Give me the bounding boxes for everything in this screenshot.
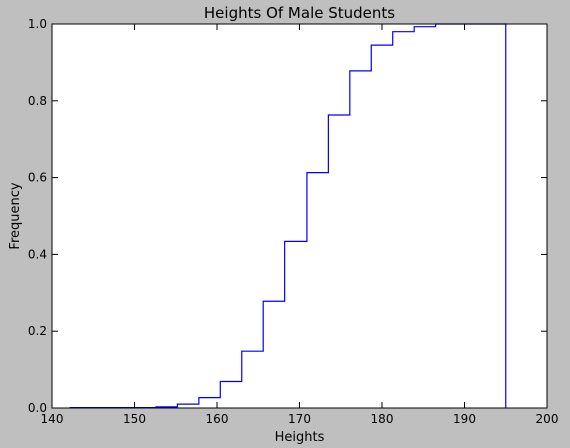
- y-axis-label: Frequency: [8, 182, 23, 249]
- x-tick-label: 200: [536, 412, 559, 426]
- ticks-layer: 140 150 160 170 180 190 200 0.0 0.2 0.4 0.6 0.8 1.0: [28, 17, 559, 426]
- series-layer: [69, 23, 507, 409]
- plot-frame: [51, 23, 548, 409]
- y-tick-label: 1.0: [28, 17, 47, 31]
- step-series-line-0: [69, 23, 507, 409]
- y-tick-label: 0.2: [28, 324, 47, 338]
- y-tick-label: 0.8: [28, 94, 47, 108]
- y-tick-label: 0.6: [28, 171, 47, 185]
- chart-title: Heights Of Male Students: [204, 4, 395, 22]
- x-tick-label: 180: [371, 412, 394, 426]
- y-tick-label: 0.4: [28, 247, 47, 261]
- y-tick-label: 0.0: [28, 401, 47, 415]
- x-tick-label: 140: [41, 412, 64, 426]
- x-tick-label: 190: [453, 412, 476, 426]
- plot-area: [52, 24, 547, 408]
- x-tick-label: 170: [288, 412, 311, 426]
- x-tick-label: 160: [206, 412, 229, 426]
- x-tick-label: 150: [123, 412, 146, 426]
- x-axis-label: Heights: [275, 430, 325, 445]
